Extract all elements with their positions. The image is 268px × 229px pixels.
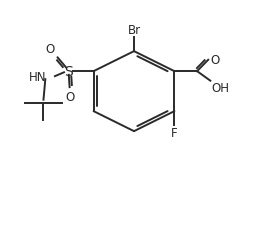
Text: O: O xyxy=(65,91,75,104)
Text: O: O xyxy=(45,43,54,56)
Text: F: F xyxy=(171,126,178,139)
Text: HN: HN xyxy=(29,71,47,84)
Text: OH: OH xyxy=(212,82,230,95)
Text: O: O xyxy=(210,54,219,67)
Text: S: S xyxy=(64,65,73,79)
Text: Br: Br xyxy=(128,24,140,37)
